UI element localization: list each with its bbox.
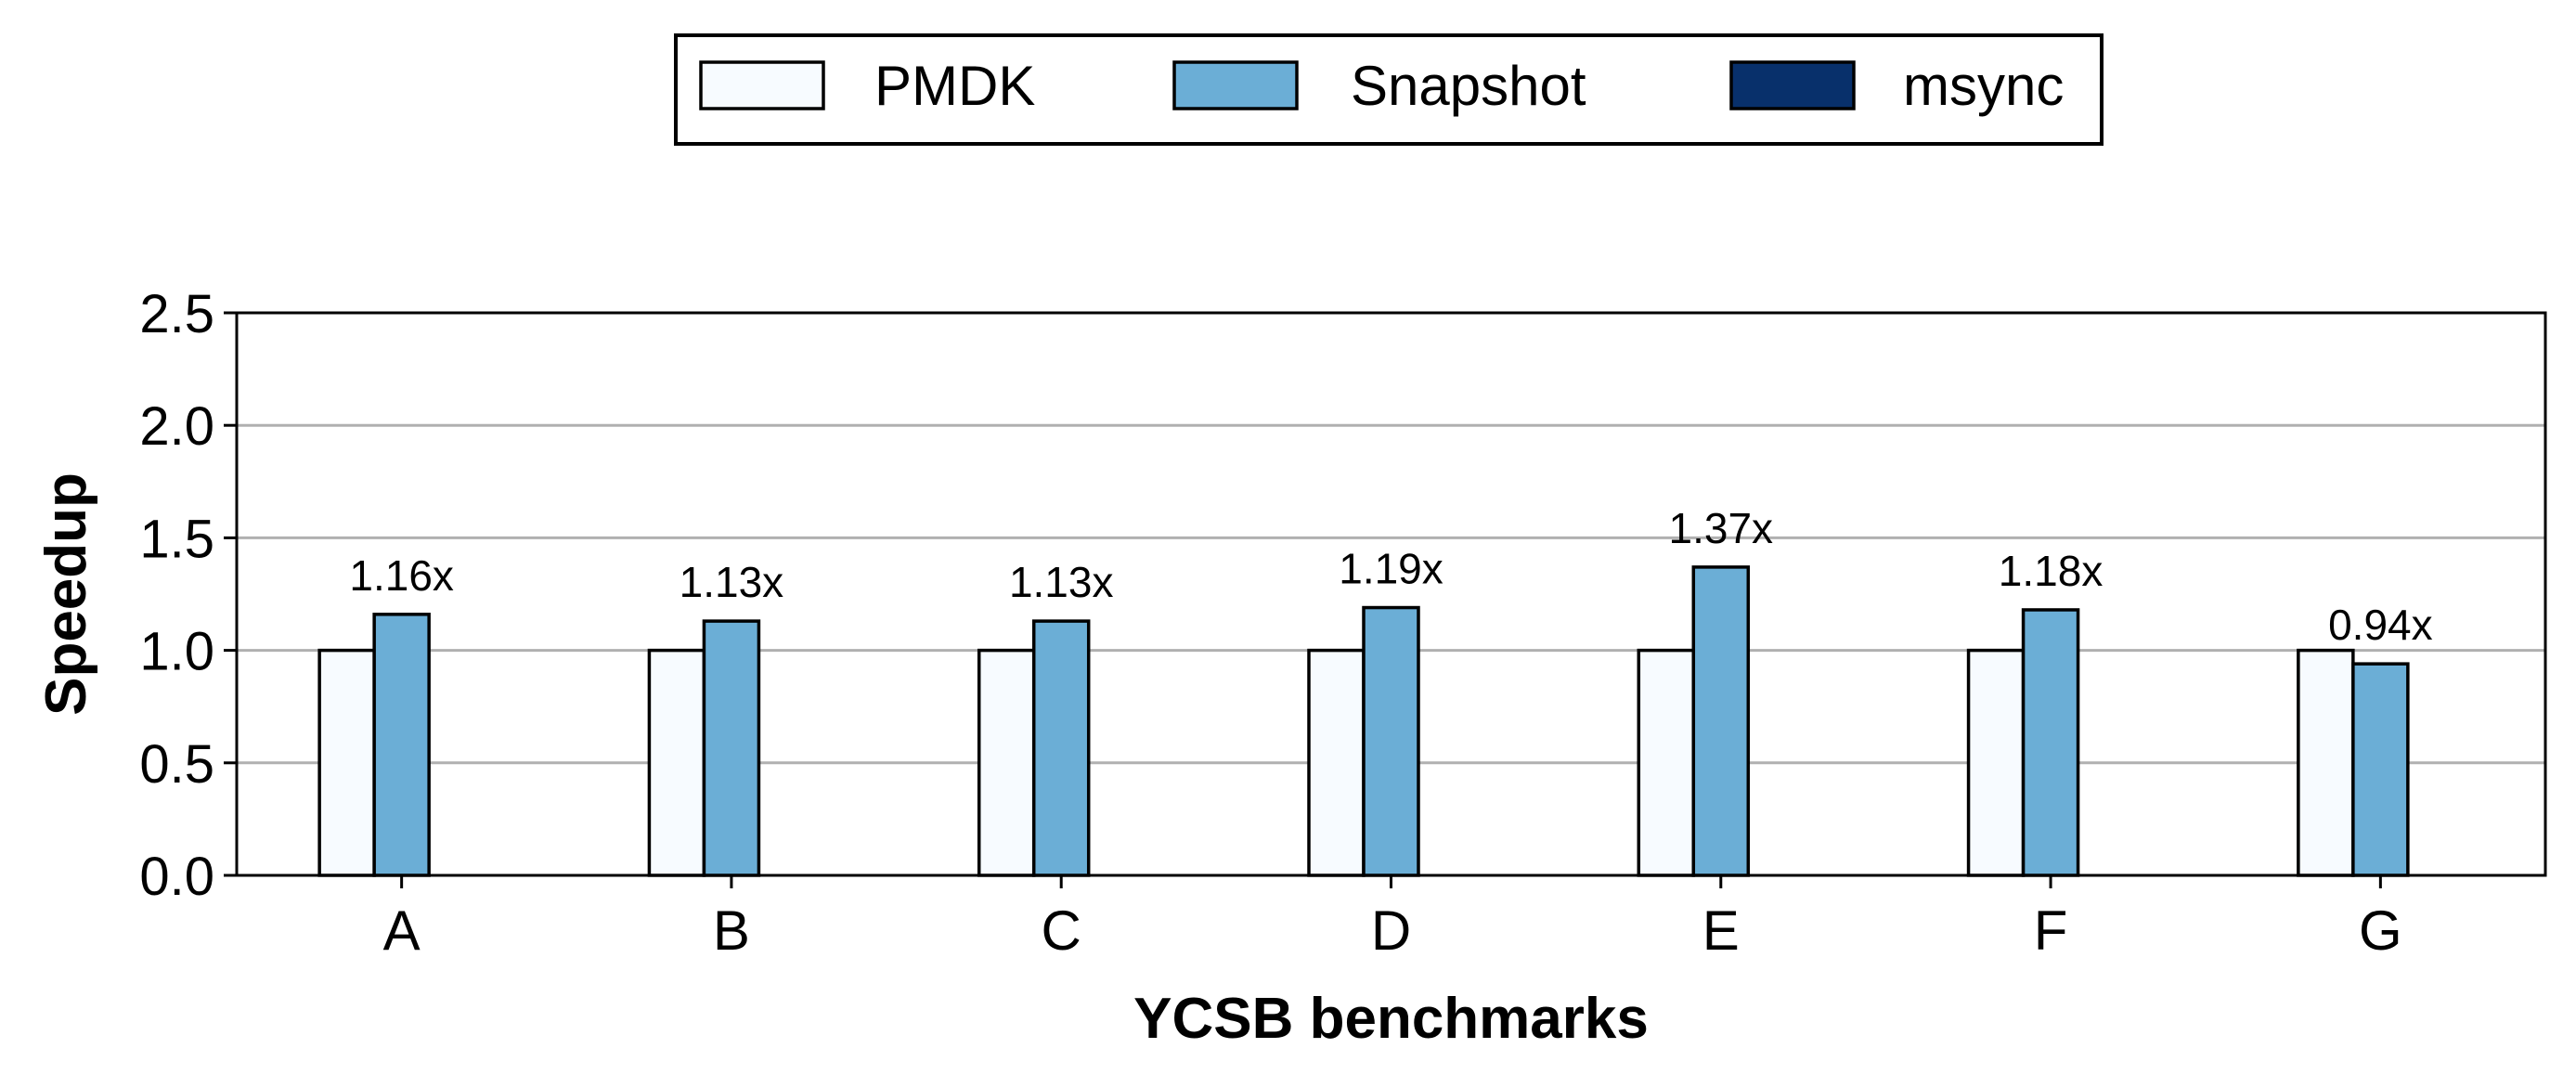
legend-label-msync: msync xyxy=(1903,55,2064,117)
bar-pmdk-a xyxy=(317,648,376,877)
data-label: 1.19x xyxy=(1339,545,1443,593)
legend-swatch-msync xyxy=(1729,60,1856,110)
y-tick-label: 0.0 xyxy=(139,847,214,907)
bar-snapshot-d xyxy=(1362,605,1420,877)
bar-snapshot-a xyxy=(372,613,431,877)
bar-snapshot-c xyxy=(1031,619,1091,877)
x-tick-label: F xyxy=(2034,899,2068,962)
data-label: 1.13x xyxy=(680,558,784,606)
legend-label-pmdk: PMDK xyxy=(874,55,1035,117)
data-label: 1.18x xyxy=(1999,547,2104,595)
y-tick-label: 2.5 xyxy=(139,284,214,344)
bar-pmdk-e xyxy=(1637,648,1696,877)
legend-swatch-snapshot xyxy=(1172,60,1299,110)
legend-swatch-pmdk xyxy=(699,60,825,110)
legend: PMDK Snapshot msync xyxy=(674,33,2104,146)
data-labels: 1.16x 1.13x 1.13x 1.19x 1.37x 1.18x 0.94x xyxy=(349,504,2432,649)
x-axis-ticks: A B C D E F G xyxy=(383,875,2402,962)
x-tick-label: A xyxy=(383,899,421,962)
data-label: 0.94x xyxy=(2328,601,2433,649)
data-label: 1.16x xyxy=(349,551,454,600)
y-tick-label: 0.5 xyxy=(139,734,214,795)
x-tick-label: D xyxy=(1371,899,1411,962)
bars xyxy=(317,565,2410,877)
x-tick-label: B xyxy=(713,899,750,962)
x-tick-label: E xyxy=(1702,899,1740,962)
bar-pmdk-d xyxy=(1307,648,1366,877)
bar-snapshot-f xyxy=(2021,608,2080,877)
y-axis-ticks: 0.0 0.5 1.0 1.5 2.0 2.5 xyxy=(139,284,237,907)
legend-label-snapshot: Snapshot xyxy=(1351,55,1586,117)
bar-pmdk-g xyxy=(2297,648,2355,877)
x-tick-label: C xyxy=(1042,899,1081,962)
data-label: 1.13x xyxy=(1009,558,1114,606)
data-label: 1.37x xyxy=(1669,504,1774,552)
bar-snapshot-b xyxy=(702,619,761,877)
bar-snapshot-g xyxy=(2351,662,2410,877)
bar-pmdk-f xyxy=(1966,648,2026,877)
legend-frame xyxy=(674,33,2104,146)
y-tick-label: 1.0 xyxy=(139,622,214,682)
y-tick-label: 2.0 xyxy=(139,396,214,457)
bar-pmdk-b xyxy=(647,648,706,877)
bar-pmdk-c xyxy=(977,648,1036,877)
x-axis-title: YCSB benchmarks xyxy=(1133,987,1649,1051)
x-tick-label: G xyxy=(2359,899,2402,962)
y-axis-title: Speedup xyxy=(34,472,98,716)
y-tick-label: 1.5 xyxy=(139,509,214,569)
bar-snapshot-e xyxy=(1691,565,1751,877)
